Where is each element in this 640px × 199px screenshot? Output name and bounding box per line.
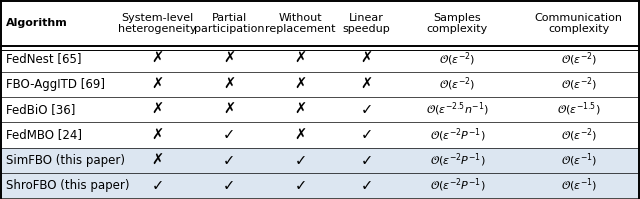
Text: ✓: ✓ — [360, 127, 372, 142]
Text: $\mathcal{O}(\epsilon^{-1})$: $\mathcal{O}(\epsilon^{-1})$ — [561, 177, 597, 194]
Text: $\mathcal{O}(\epsilon^{-2})$: $\mathcal{O}(\epsilon^{-2})$ — [561, 50, 597, 68]
Text: $\mathcal{O}(\epsilon^{-1})$: $\mathcal{O}(\epsilon^{-1})$ — [561, 151, 597, 169]
Text: ✗: ✗ — [223, 77, 236, 92]
Text: SimFBO (this paper): SimFBO (this paper) — [6, 154, 125, 167]
Text: ✗: ✗ — [294, 77, 307, 92]
Text: ✗: ✗ — [152, 127, 164, 142]
Text: ✗: ✗ — [360, 77, 372, 92]
Text: ✓: ✓ — [223, 153, 236, 168]
Text: $\mathcal{O}(\epsilon^{-2})$: $\mathcal{O}(\epsilon^{-2})$ — [439, 50, 476, 68]
Text: ✗: ✗ — [152, 102, 164, 117]
Text: ✓: ✓ — [294, 178, 307, 193]
Text: System-level
heterogeneity: System-level heterogeneity — [118, 13, 197, 34]
Text: ✗: ✗ — [294, 51, 307, 66]
Text: $\mathcal{O}(\epsilon^{-2}P^{-1})$: $\mathcal{O}(\epsilon^{-2}P^{-1})$ — [429, 177, 485, 194]
Text: ✗: ✗ — [294, 127, 307, 142]
Text: $\mathcal{O}(\epsilon^{-2.5}n^{-1})$: $\mathcal{O}(\epsilon^{-2.5}n^{-1})$ — [426, 101, 489, 118]
Text: Linear
speedup: Linear speedup — [342, 13, 390, 34]
Text: FedMBO [24]: FedMBO [24] — [6, 128, 82, 141]
Text: ShroFBO (this paper): ShroFBO (this paper) — [6, 179, 129, 192]
Text: Algorithm: Algorithm — [6, 19, 68, 28]
Text: Without
replacement: Without replacement — [266, 13, 336, 34]
Text: $\mathcal{O}(\epsilon^{-2})$: $\mathcal{O}(\epsilon^{-2})$ — [561, 75, 597, 93]
Text: ✗: ✗ — [223, 102, 236, 117]
Text: ✓: ✓ — [360, 178, 372, 193]
Text: ✓: ✓ — [294, 153, 307, 168]
Text: Communication
complexity: Communication complexity — [534, 13, 623, 34]
Bar — [1, 173, 639, 198]
Bar — [1, 148, 639, 173]
Text: ✗: ✗ — [152, 153, 164, 168]
Text: FedNest [65]: FedNest [65] — [6, 52, 81, 65]
Text: Partial
participation: Partial participation — [194, 13, 264, 34]
Text: $\mathcal{O}(\epsilon^{-2})$: $\mathcal{O}(\epsilon^{-2})$ — [561, 126, 597, 144]
Text: ✓: ✓ — [223, 178, 236, 193]
Text: ✗: ✗ — [360, 51, 372, 66]
Text: FBO-AggITD [69]: FBO-AggITD [69] — [6, 78, 105, 91]
Text: ✓: ✓ — [152, 178, 164, 193]
Text: ✓: ✓ — [360, 102, 372, 117]
Text: ✗: ✗ — [294, 102, 307, 117]
Text: FedBiO [36]: FedBiO [36] — [6, 103, 75, 116]
Text: ✗: ✗ — [152, 51, 164, 66]
Text: ✓: ✓ — [223, 127, 236, 142]
Text: ✓: ✓ — [360, 153, 372, 168]
Text: ✗: ✗ — [223, 51, 236, 66]
Text: $\mathcal{O}(\epsilon^{-1.5})$: $\mathcal{O}(\epsilon^{-1.5})$ — [557, 101, 600, 118]
Text: $\mathcal{O}(\epsilon^{-2})$: $\mathcal{O}(\epsilon^{-2})$ — [439, 75, 476, 93]
Text: $\mathcal{O}(\epsilon^{-2}P^{-1})$: $\mathcal{O}(\epsilon^{-2}P^{-1})$ — [429, 126, 485, 144]
Text: Samples
complexity: Samples complexity — [427, 13, 488, 34]
Text: ✗: ✗ — [152, 77, 164, 92]
Text: $\mathcal{O}(\epsilon^{-2}P^{-1})$: $\mathcal{O}(\epsilon^{-2}P^{-1})$ — [429, 151, 485, 169]
